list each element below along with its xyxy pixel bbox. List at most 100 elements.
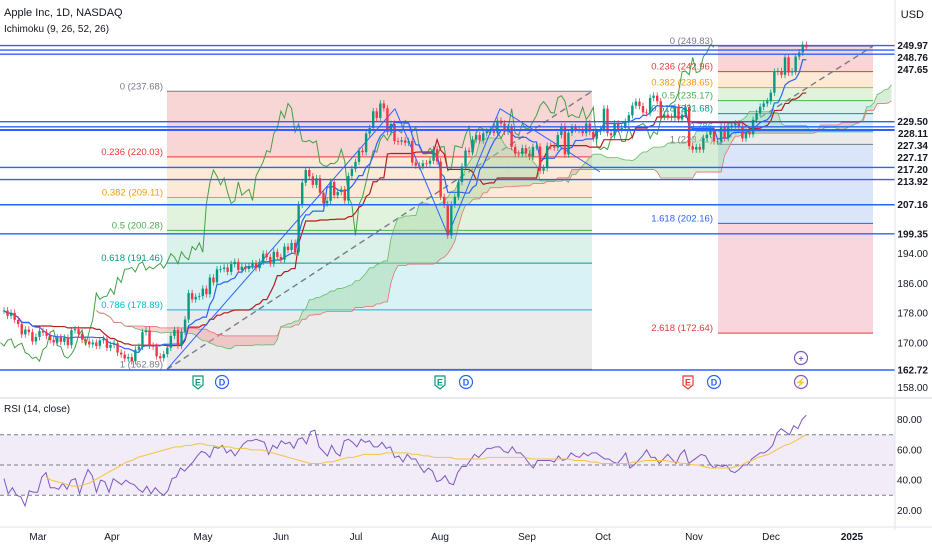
ichimoku-cloud-segment	[490, 138, 494, 188]
fib-left-zone	[167, 91, 592, 157]
candle-body	[794, 56, 797, 72]
price-axis-label: 194.00	[897, 249, 928, 260]
candle-body	[137, 346, 141, 350]
ichimoku-cloud-segment	[433, 204, 438, 265]
ichimoku-cloud-segment	[238, 335, 242, 346]
candle-body	[620, 127, 623, 130]
candle-body	[212, 277, 215, 283]
rsi-axis-label: 80.00	[897, 415, 922, 426]
ichimoku-conversion-line	[3, 59, 807, 353]
candle-body	[180, 331, 183, 346]
candle-body	[56, 337, 59, 343]
candle-body	[105, 338, 109, 348]
candle-body	[666, 114, 670, 117]
price-tag-label: 248.76	[897, 53, 928, 64]
ichimoku-cloud-segment	[866, 106, 871, 111]
candle-body	[166, 347, 169, 355]
candle-body	[208, 277, 212, 295]
ichimoku-cloud-segment	[209, 331, 214, 345]
ichimoku-cloud-segment	[348, 284, 352, 312]
event-marker-earnings: E	[192, 375, 204, 390]
candle-body	[545, 145, 549, 169]
candle-body	[467, 150, 471, 153]
candle-body	[347, 175, 350, 201]
time-axis-label: Nov	[685, 532, 703, 543]
symbol-title[interactable]: Apple Inc, 1D, NASDAQ	[4, 7, 123, 19]
rsi-legend[interactable]: RSI (14, close)	[4, 404, 71, 415]
candle-body	[673, 107, 677, 118]
ichimoku-cloud-segment	[603, 155, 608, 170]
candle-body	[482, 133, 485, 141]
candle-body	[194, 296, 197, 300]
ichimoku-cloud-segment	[284, 323, 288, 328]
ichimoku-cloud-segment	[366, 267, 370, 307]
candle-body	[595, 131, 599, 139]
candle-body	[247, 265, 251, 269]
candle-body	[627, 115, 630, 122]
currency-label[interactable]: USD	[900, 9, 924, 21]
candle-body	[464, 150, 467, 167]
ichimoku-cloud-segment	[696, 131, 700, 173]
ichimoku-cloud-segment	[248, 335, 253, 346]
ichimoku-cloud-segment	[682, 143, 686, 179]
ichimoku-cloud-segment	[220, 334, 225, 348]
event-glyph: D	[711, 378, 718, 388]
candle-body	[286, 246, 290, 250]
ichimoku-cloud-segment	[674, 142, 679, 179]
price-tag-label: 247.65	[897, 65, 928, 76]
ichimoku-cloud-segment	[394, 217, 399, 272]
candle-body	[389, 123, 393, 133]
candle-body	[574, 127, 577, 130]
time-axis-label: Oct	[595, 532, 611, 543]
candle-body	[70, 330, 73, 346]
candle-body	[435, 149, 439, 162]
candle-body	[77, 329, 80, 335]
fib-left-level-label: 0 (237.68)	[120, 81, 163, 92]
candle-body	[340, 189, 343, 192]
candle-body	[272, 251, 275, 264]
price-tag-bg	[897, 115, 932, 129]
ichimoku-cloud-segment	[408, 215, 413, 265]
ichimoku-cloud-segment	[160, 327, 164, 333]
candle-body	[59, 337, 62, 342]
candle-body	[624, 121, 627, 128]
candle-body	[109, 344, 112, 348]
candle-body	[709, 129, 712, 135]
ichimoku-cloud-segment	[259, 335, 264, 345]
candle-body	[357, 150, 361, 162]
ichimoku-cloud-segment	[586, 157, 590, 170]
candle-body	[567, 132, 570, 155]
candle-body	[201, 288, 204, 297]
candle-body	[283, 246, 286, 260]
rsi-axis-label: 20.00	[897, 506, 922, 517]
ichimoku-cloud-segment	[323, 294, 328, 313]
fib-right-zone	[718, 71, 873, 88]
candle-body	[755, 113, 758, 120]
candle-body	[364, 133, 368, 153]
candle-body	[343, 189, 346, 201]
candle-body	[198, 296, 201, 297]
candle-body	[304, 170, 307, 183]
candle-body	[474, 135, 478, 140]
ichimoku-cloud-segment	[163, 327, 168, 333]
ichimoku-legend[interactable]: Ichimoku (9, 26, 52, 26)	[4, 24, 110, 35]
fib-right-zone	[718, 131, 873, 145]
candle-body	[524, 148, 528, 154]
fib-right-zone	[718, 100, 873, 114]
ichimoku-cloud-segment	[887, 84, 892, 104]
candle-body	[52, 339, 55, 343]
ichimoku-cloud-segment	[501, 138, 505, 188]
candle-body	[652, 95, 655, 98]
event-glyph: +	[798, 354, 803, 364]
candle-body	[514, 146, 517, 154]
ichimoku-cloud-segment	[234, 335, 239, 346]
candle-body	[116, 343, 119, 353]
candle-body	[744, 131, 748, 139]
candle-body	[403, 140, 407, 143]
ichimoku-cloud-segment	[224, 335, 228, 349]
candle-body	[24, 329, 27, 335]
event-plus-icon	[793, 350, 809, 366]
candle-body	[127, 357, 130, 359]
fib-right-level-label: 2.618 (172.64)	[651, 323, 713, 334]
